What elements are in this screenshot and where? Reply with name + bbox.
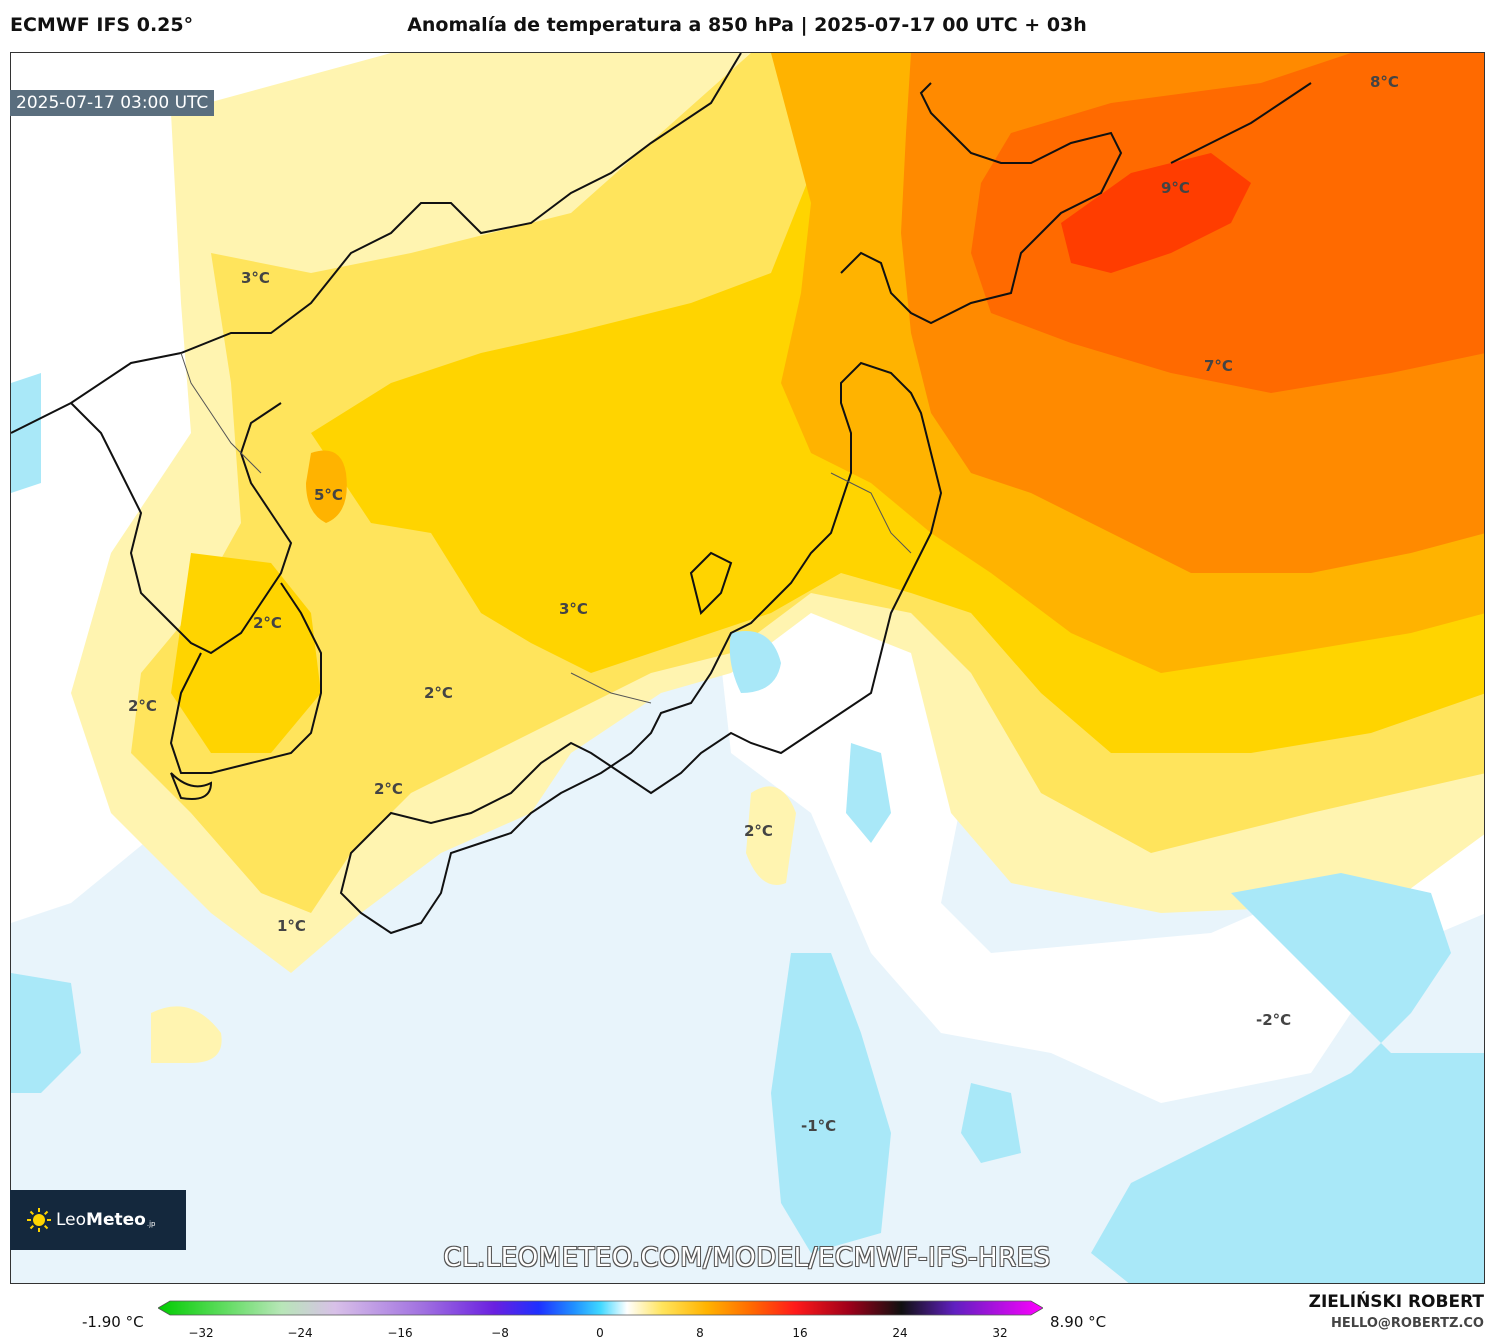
label-minus1c: -1°C bbox=[801, 1117, 836, 1135]
sun-icon bbox=[27, 1208, 51, 1232]
coastlines bbox=[11, 53, 1312, 935]
red-orange-core bbox=[1061, 153, 1251, 273]
cold-pocket-4 bbox=[11, 973, 81, 1093]
author-email[interactable]: HELLO@ROBERTZ.CO bbox=[1330, 1316, 1484, 1331]
label-2c-south: 2°C bbox=[374, 780, 403, 798]
label-7c: 7°C bbox=[1204, 357, 1233, 375]
valid-time-badge: 2025-07-17 03:00 UTC bbox=[10, 90, 215, 116]
label-2c-central: 2°C bbox=[424, 684, 453, 702]
cold-pocket-3 bbox=[11, 373, 41, 493]
neutral-zone-2 bbox=[711, 573, 1484, 1103]
label-2c-pacific: 2°C bbox=[744, 822, 773, 840]
map-panel[interactable]: 3°C 5°C 2°C 2°C 2°C 2°C 3°C 1°C 2°C 7°C … bbox=[10, 52, 1485, 1284]
colorbar bbox=[158, 1300, 1043, 1316]
colorbar-tick: −24 bbox=[287, 1326, 313, 1340]
author-name: ZIELIŃSKI ROBERT bbox=[1308, 1292, 1484, 1312]
label-2c-west: 2°C bbox=[128, 697, 157, 715]
pale-yellow-island bbox=[151, 1006, 222, 1063]
cold-pocket-5 bbox=[729, 631, 781, 693]
colorbar-tick: 32 bbox=[992, 1326, 1008, 1340]
colorbar-tick: −8 bbox=[491, 1326, 509, 1340]
model-name: ECMWF IFS 0.25° bbox=[10, 14, 194, 36]
label-8c: 8°C bbox=[1370, 73, 1399, 91]
amber-blob bbox=[306, 450, 347, 523]
logo-text: LeoMeteo bbox=[56, 1210, 146, 1230]
colorbar-tick: 0 bbox=[596, 1326, 604, 1340]
logo-suffix: .jp bbox=[146, 1220, 156, 1228]
colorbar-min-label: -1.90 °C bbox=[82, 1313, 144, 1331]
cold-pocket-2 bbox=[771, 953, 891, 1253]
label-3c-north: 3°C bbox=[241, 269, 270, 287]
colorbar-tick: −16 bbox=[387, 1326, 413, 1340]
label-9c: 9°C bbox=[1161, 179, 1190, 197]
label-5c: 5°C bbox=[314, 486, 343, 504]
colorbar-tick: −32 bbox=[188, 1326, 214, 1340]
colorbar-tick: 16 bbox=[792, 1326, 808, 1340]
anomaly-map: 3°C 5°C 2°C 2°C 2°C 2°C 3°C 1°C 2°C 7°C … bbox=[11, 53, 1484, 1283]
gold-zone-2 bbox=[171, 553, 321, 753]
colorbar-tick: 24 bbox=[892, 1326, 908, 1340]
cold-pocket-6 bbox=[846, 743, 891, 843]
cold-pocket bbox=[1091, 873, 1484, 1283]
chart-title: Anomalía de temperatura a 850 hPa | 2025… bbox=[407, 14, 1087, 36]
source-url: CL.LEOMETEO.COM/MODEL/ECMWF-IFS-HRES bbox=[443, 1243, 1051, 1273]
colorbar-max-label: 8.90 °C bbox=[1050, 1313, 1107, 1331]
borders bbox=[180, 352, 912, 704]
label-1c: 1°C bbox=[277, 917, 306, 935]
leometeo-logo[interactable]: LeoMeteo .jp bbox=[10, 1190, 186, 1250]
label-3c-sea: 3°C bbox=[559, 600, 588, 618]
cold-pocket-7 bbox=[961, 1083, 1021, 1163]
label-minus2c: -2°C bbox=[1256, 1011, 1291, 1029]
pale-yellow-island-2 bbox=[746, 786, 796, 885]
colorbar-tick: 8 bbox=[696, 1326, 704, 1340]
label-2c-korea: 2°C bbox=[253, 614, 282, 632]
